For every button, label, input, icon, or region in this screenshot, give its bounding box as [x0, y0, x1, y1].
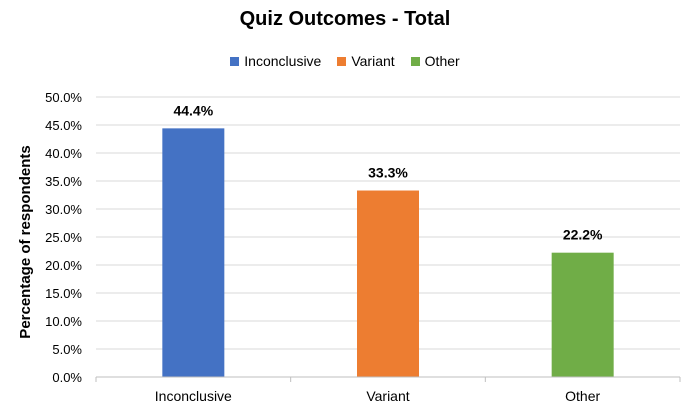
y-tick-label: 25.0% [45, 230, 82, 245]
data-labels: 44.4% 33.3% 22.2% [173, 102, 603, 242]
legend-swatch-other [410, 56, 420, 66]
y-tick-label: 45.0% [45, 118, 82, 133]
y-tick-label: 35.0% [45, 174, 82, 189]
x-axis-ticks [95, 377, 681, 382]
y-axis-title: Percentage of respondents [17, 145, 34, 338]
y-tick-label: 10.0% [45, 314, 82, 329]
chart-title: Quiz Outcomes - Total [239, 8, 451, 30]
y-tick-label: 0.0% [52, 370, 82, 385]
legend-label-variant: Variant [351, 53, 395, 69]
x-tick-label-other: Other [565, 388, 600, 404]
legend-item-variant: Variant [337, 53, 395, 69]
y-tick-label: 15.0% [45, 286, 82, 301]
bar-inconclusive [162, 128, 225, 377]
y-axis-tick-labels: 0.0% 5.0% 10.0% 15.0% 20.0% 25.0% 30.0% 35.0% 40… [45, 90, 82, 385]
legend-swatch-variant [337, 56, 347, 66]
legend-label-other: Other [424, 53, 460, 69]
legend-item-other: Other [410, 53, 460, 69]
bar-variant [357, 190, 419, 377]
data-label-variant: 33.3% [368, 165, 408, 181]
bar-other [551, 252, 614, 377]
x-tick-label-variant: Variant [366, 388, 409, 404]
bars [162, 128, 614, 377]
y-tick-label: 30.0% [45, 202, 82, 217]
x-tick-label-inconclusive: Inconclusive [155, 388, 232, 404]
y-tick-label: 50.0% [45, 90, 82, 105]
data-label-inconclusive: 44.4% [173, 102, 213, 118]
y-tick-label: 20.0% [45, 258, 82, 273]
y-tick-label: 5.0% [52, 342, 82, 357]
legend-label-inconclusive: Inconclusive [244, 53, 322, 69]
x-axis-category-labels: Inconclusive Variant Other [155, 388, 601, 404]
legend-item-inconclusive: Inconclusive [230, 53, 321, 69]
data-label-other: 22.2% [563, 227, 603, 243]
y-tick-label: 40.0% [45, 146, 82, 161]
chart-legend: Inconclusive Variant Other [0, 53, 690, 69]
legend-swatch-inconclusive [230, 56, 240, 66]
